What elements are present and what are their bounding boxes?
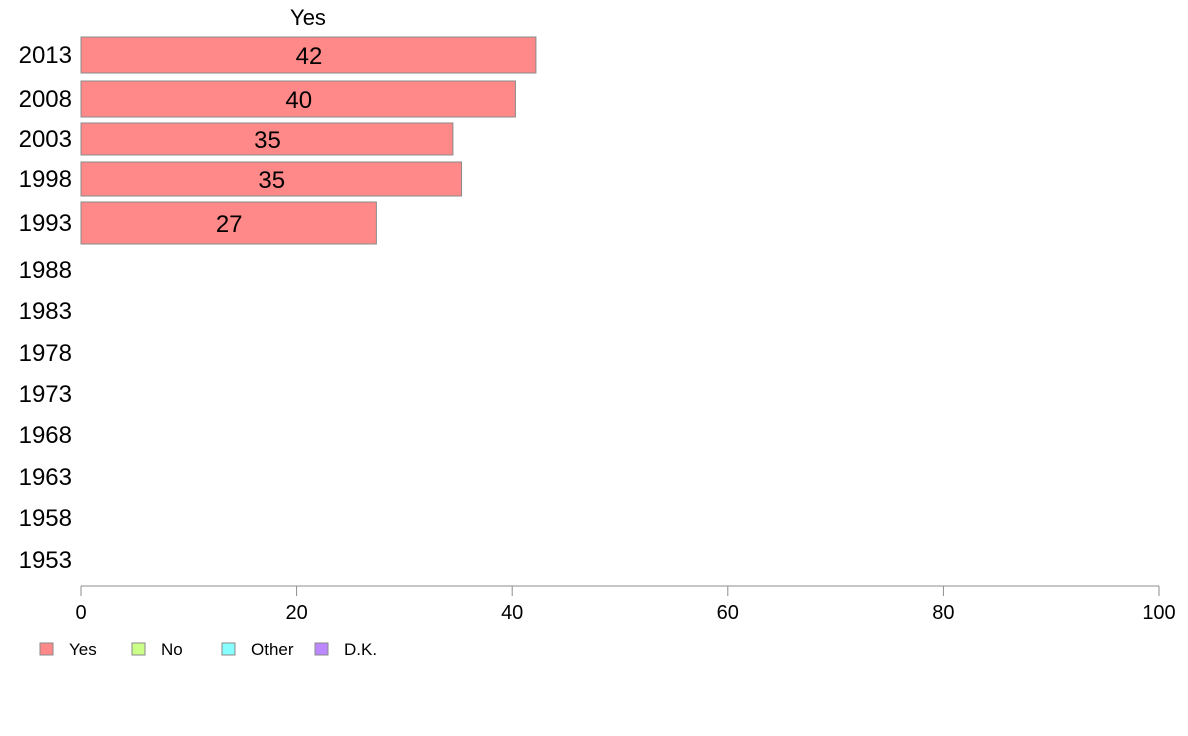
category-label-1993: 1993 (19, 210, 72, 237)
legend: Yes No Other D.K. (39, 640, 377, 659)
bar-2003 (80, 122, 454, 156)
data-label-1993: 27 (216, 211, 243, 238)
bar-1998 (80, 161, 463, 197)
series-title: Yes (290, 5, 326, 30)
category-label-1978: 1978 (19, 340, 72, 367)
legend-label-dk: D.K. (344, 640, 377, 659)
data-label-1998: 35 (258, 167, 285, 194)
category-label-1988: 1988 (19, 257, 72, 284)
data-label-2013: 42 (296, 43, 323, 70)
legend-label-no: No (161, 640, 183, 659)
legend-swatch-dk (314, 642, 329, 656)
bar-2013 (80, 36, 537, 74)
legend-swatch-other (221, 642, 236, 656)
category-label-1953: 1953 (19, 547, 72, 574)
data-label-2008: 40 (285, 87, 312, 114)
legend-label-yes: Yes (69, 640, 97, 659)
category-label-1958: 1958 (19, 505, 72, 532)
category-label-1963: 1963 (19, 464, 72, 491)
data-label-2003: 35 (254, 127, 281, 154)
legend-swatch-no (131, 642, 146, 656)
bar-2008 (80, 80, 516, 118)
bars (80, 36, 537, 245)
x-tick-label-0: 0 (75, 602, 86, 624)
category-labels: 2013 2008 2003 1998 1993 1988 1983 1978 1973 1968… (19, 42, 72, 574)
category-label-2008: 2008 (19, 86, 72, 113)
legend-swatch-yes (39, 642, 54, 656)
category-label-1968: 1968 (19, 422, 72, 449)
category-label-1983: 1983 (19, 298, 72, 325)
x-tick-label-80: 80 (932, 602, 954, 624)
category-label-1998: 1998 (19, 166, 72, 193)
x-tick-label-60: 60 (717, 602, 739, 624)
category-label-2013: 2013 (19, 42, 72, 69)
category-label-1973: 1973 (19, 381, 72, 408)
x-tick-label-20: 20 (285, 602, 307, 624)
x-tick-label-100: 100 (1142, 602, 1175, 624)
bar-1993 (80, 201, 377, 245)
x-tick-label-40: 40 (501, 602, 523, 624)
category-label-2003: 2003 (19, 126, 72, 153)
legend-label-other: Other (251, 640, 294, 659)
x-axis: 0 20 40 60 80 100 (75, 585, 1176, 624)
